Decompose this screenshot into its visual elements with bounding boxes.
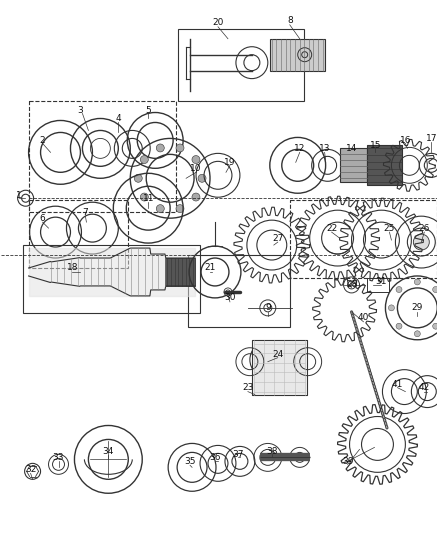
Text: 33: 33	[53, 453, 64, 462]
Text: 32: 32	[25, 465, 36, 474]
Circle shape	[414, 279, 420, 285]
Text: 21: 21	[204, 263, 215, 272]
Bar	[367, 146, 403, 185]
Bar	[188, 255, 290, 327]
Text: 36: 36	[209, 453, 221, 462]
Text: 8: 8	[287, 17, 293, 25]
Bar	[28, 101, 176, 212]
Circle shape	[389, 305, 394, 311]
Text: 16: 16	[399, 136, 411, 145]
Bar	[339, 148, 367, 182]
Circle shape	[156, 144, 164, 152]
Bar	[178, 29, 304, 101]
Text: 20: 20	[212, 18, 224, 27]
Circle shape	[134, 174, 142, 182]
Bar	[367, 278, 389, 292]
Bar	[165, 258, 195, 286]
Bar	[252, 340, 307, 394]
Circle shape	[414, 331, 420, 337]
Bar	[28, 200, 128, 268]
Circle shape	[413, 234, 429, 250]
Text: 18: 18	[67, 263, 78, 272]
Circle shape	[176, 205, 184, 213]
Circle shape	[156, 205, 164, 213]
Circle shape	[198, 174, 206, 182]
Text: 7: 7	[82, 208, 88, 217]
Text: 25: 25	[384, 224, 395, 232]
Circle shape	[140, 193, 148, 201]
Text: 22: 22	[326, 224, 337, 232]
Text: 3: 3	[78, 106, 83, 115]
Text: 28: 28	[346, 280, 357, 289]
Bar	[23, 245, 200, 313]
Text: 14: 14	[346, 144, 357, 153]
Text: 23: 23	[242, 383, 254, 392]
Text: 37: 37	[232, 450, 244, 459]
Circle shape	[433, 287, 438, 293]
Text: 10: 10	[190, 164, 202, 173]
Text: 6: 6	[40, 214, 46, 223]
Text: 24: 24	[272, 350, 283, 359]
Text: 30: 30	[224, 293, 236, 302]
Text: 29: 29	[412, 303, 423, 312]
Bar	[270, 39, 325, 71]
Circle shape	[396, 287, 402, 293]
Text: 17: 17	[426, 134, 437, 143]
Text: 39: 39	[342, 457, 353, 466]
Text: 19: 19	[224, 158, 236, 167]
Text: 1: 1	[16, 191, 21, 200]
Circle shape	[396, 323, 402, 329]
Text: 41: 41	[392, 380, 403, 389]
Text: 31: 31	[376, 278, 387, 286]
Circle shape	[192, 193, 200, 201]
Text: 27: 27	[272, 233, 283, 243]
Text: 26: 26	[419, 224, 430, 232]
Text: 35: 35	[184, 457, 196, 466]
Text: 11: 11	[142, 193, 154, 203]
Text: 34: 34	[102, 447, 114, 456]
Circle shape	[192, 156, 200, 164]
Text: 5: 5	[145, 106, 151, 115]
Text: 13: 13	[319, 144, 330, 153]
Text: 2: 2	[40, 136, 46, 145]
Circle shape	[433, 323, 438, 329]
Text: 12: 12	[294, 144, 305, 153]
Circle shape	[176, 144, 184, 152]
Text: 40: 40	[358, 313, 369, 322]
Bar	[252, 340, 307, 394]
Text: 9: 9	[265, 303, 271, 312]
Bar	[290, 200, 437, 278]
Circle shape	[140, 156, 148, 164]
Text: 38: 38	[266, 447, 278, 456]
Text: 42: 42	[419, 383, 430, 392]
Text: 4: 4	[116, 114, 121, 123]
Text: 15: 15	[370, 141, 381, 150]
